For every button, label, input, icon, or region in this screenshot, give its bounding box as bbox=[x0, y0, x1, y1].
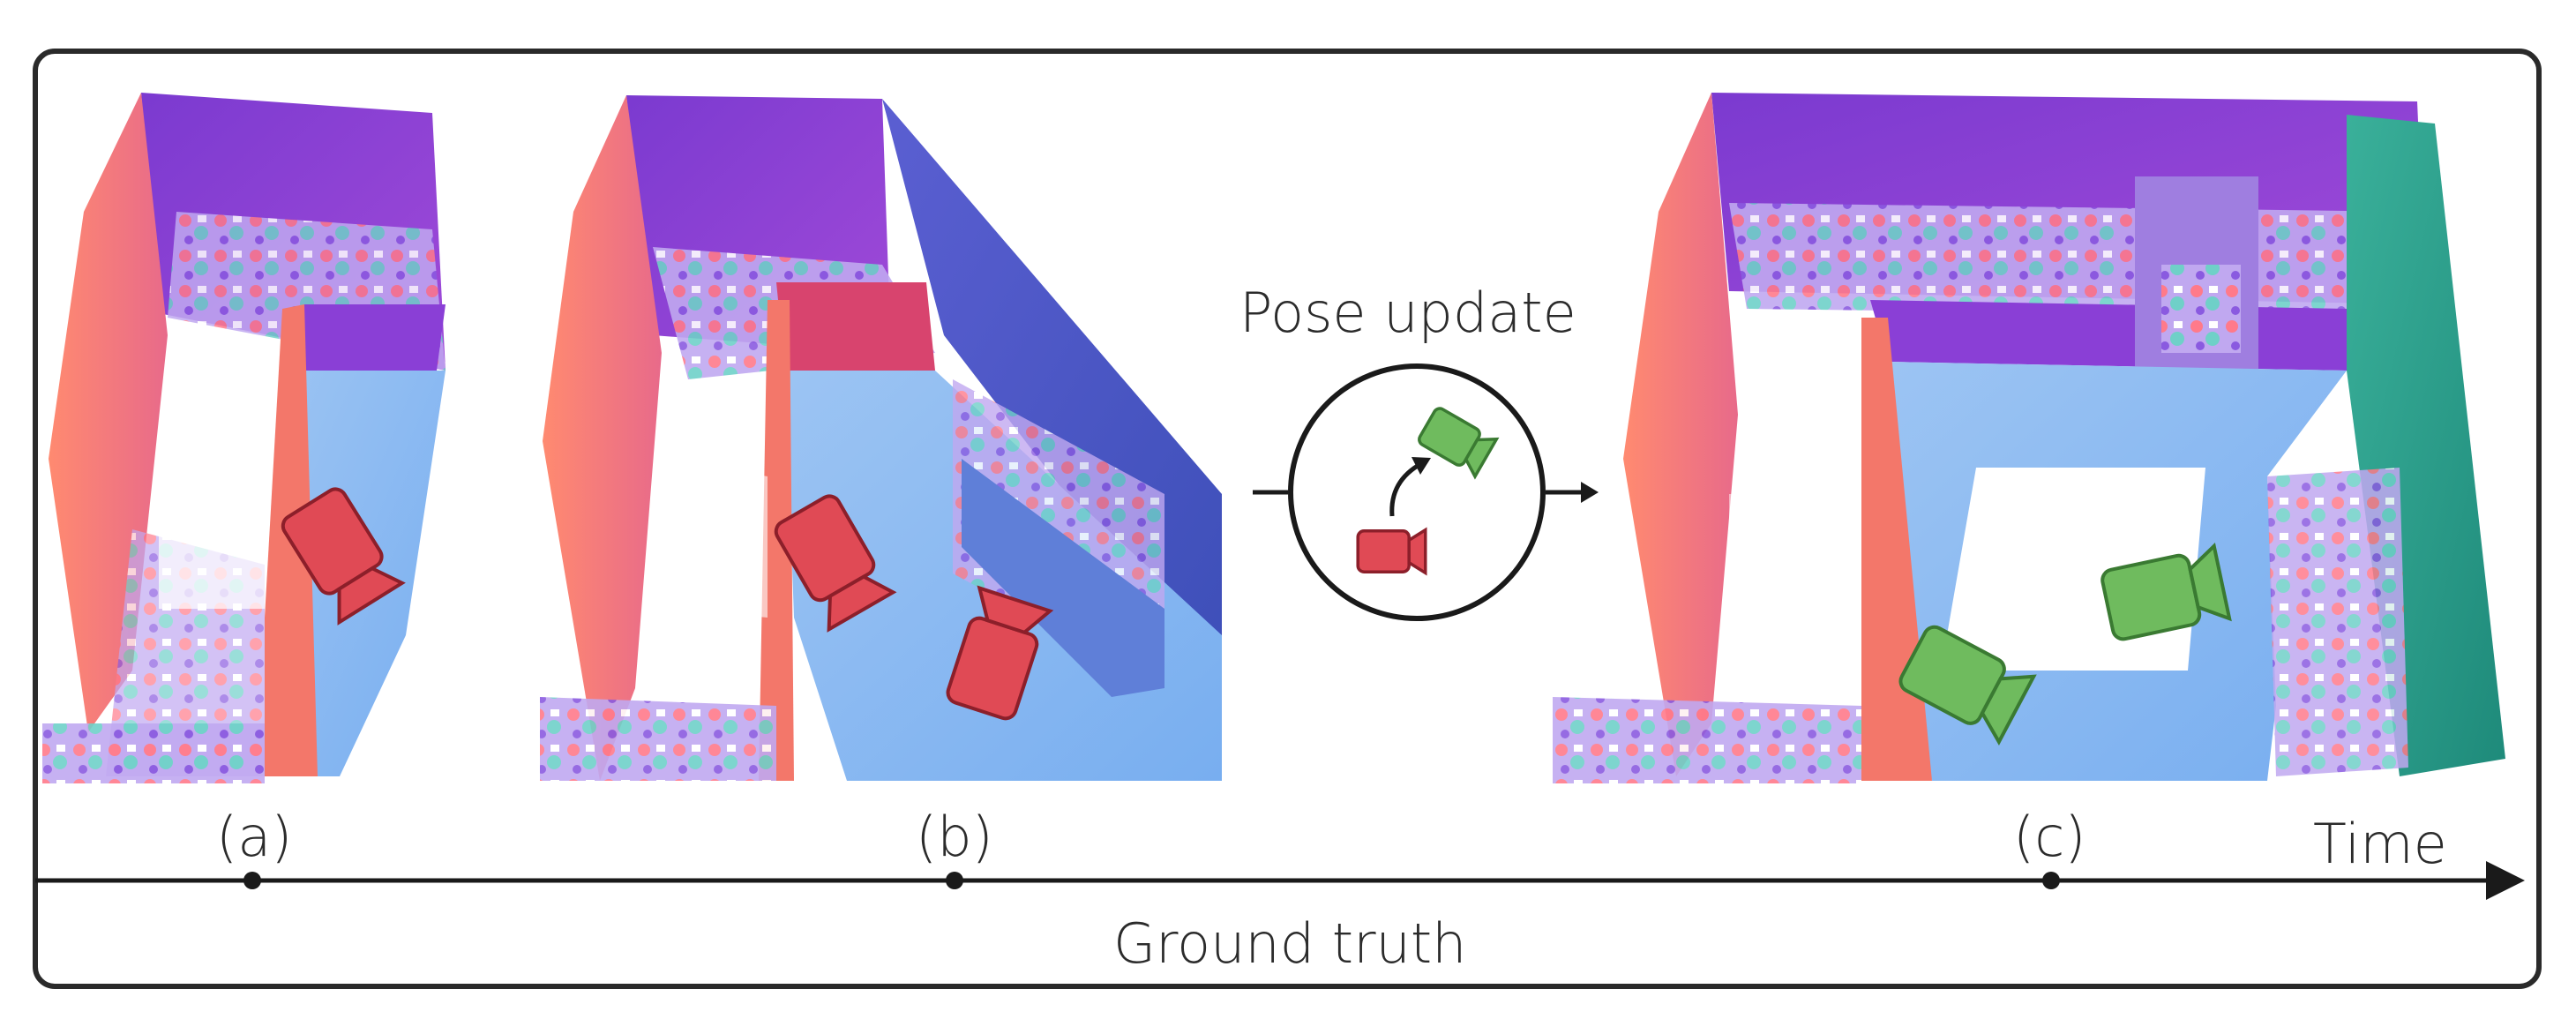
timeline-marker-b bbox=[946, 872, 963, 889]
scene-panel-b bbox=[540, 95, 1222, 781]
pose-update-circle bbox=[1288, 363, 1546, 621]
time-axis-label: Time bbox=[2313, 812, 2447, 876]
scene-panel-c bbox=[1553, 93, 2505, 783]
pose-update-diagram bbox=[1253, 363, 1599, 621]
arrow-out-head bbox=[1581, 482, 1599, 503]
pose-arrow-head bbox=[1412, 457, 1431, 475]
camera-icon-red-small bbox=[1356, 528, 1427, 575]
pose-update-title: Pose update bbox=[1239, 281, 1576, 345]
timeline-marker-c bbox=[2042, 872, 2060, 889]
timeline-label-a: (a) bbox=[216, 805, 293, 869]
timeline-label-c: (c) bbox=[2013, 805, 2086, 869]
timeline-marker-a bbox=[243, 872, 261, 889]
ground-truth-label: Ground truth bbox=[1113, 911, 1467, 976]
timeline-label-b: (b) bbox=[916, 805, 993, 869]
timeline-arrowhead bbox=[2486, 861, 2525, 900]
